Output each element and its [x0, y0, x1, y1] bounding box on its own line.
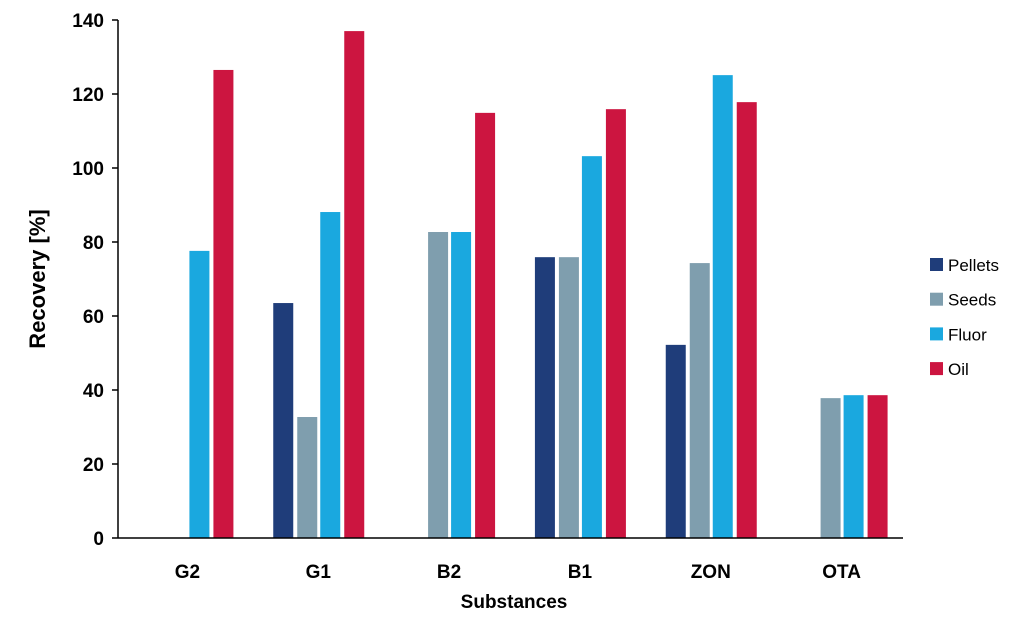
- legend-label-oil: Oil: [948, 360, 969, 379]
- bar-pellets-zon: [665, 344, 686, 538]
- bar-fluor-ota: [843, 395, 864, 538]
- legend-swatch-seeds: [930, 292, 943, 306]
- bar-oil-ota: [867, 395, 888, 538]
- y-tick-label: 80: [83, 233, 104, 254]
- x-axis-label: Substances: [461, 592, 568, 613]
- bar-oil-g1: [344, 31, 365, 538]
- bar-oil-b2: [475, 112, 496, 539]
- legend-swatch-pellets: [930, 258, 943, 271]
- legend: Pellets Seeds Fluor Oil: [930, 256, 999, 379]
- legend-label-seeds: Seeds: [948, 291, 996, 310]
- x-tick-label: B2: [437, 562, 461, 583]
- bar-seeds-ota: [820, 398, 841, 538]
- y-tick-label: 40: [83, 381, 104, 402]
- bar-oil-b1: [605, 109, 626, 539]
- bar-oil-zon: [736, 102, 757, 538]
- x-tick-label: B1: [568, 562, 593, 583]
- bar-seeds-b2: [428, 232, 449, 538]
- bar-seeds-zon: [689, 263, 710, 538]
- bar-fluor-b2: [451, 232, 472, 538]
- bar-pellets-b1: [534, 257, 555, 538]
- legend-label-pellets: Pellets: [948, 256, 999, 275]
- y-axis-label: Recovery [%]: [25, 209, 50, 348]
- y-tick-label: 140: [72, 11, 104, 32]
- x-tick-label: G1: [306, 562, 332, 583]
- bar-fluor-g1: [320, 212, 341, 538]
- x-ticks: G2 G1 B2 B1 ZON OTA: [175, 562, 861, 583]
- y-ticks: 0 20 40 60 80 100 120 140: [72, 11, 118, 550]
- y-tick-label: 100: [72, 159, 104, 180]
- bar-fluor-zon: [712, 75, 733, 538]
- y-tick-label: 120: [72, 85, 104, 106]
- x-tick-label: ZON: [691, 562, 731, 583]
- bars: [189, 31, 888, 539]
- y-tick-label: 0: [93, 529, 104, 550]
- bar-fluor-b1: [581, 156, 602, 538]
- x-tick-label: G2: [175, 562, 200, 583]
- bar-oil-g2: [213, 69, 234, 538]
- bar-seeds-b1: [558, 257, 579, 538]
- bar-fluor-g2: [189, 250, 210, 538]
- legend-swatch-oil: [930, 362, 943, 376]
- bar-seeds-g1: [297, 417, 318, 538]
- y-tick-label: 20: [83, 455, 104, 476]
- y-tick-label: 60: [83, 307, 104, 328]
- bar-pellets-g1: [273, 303, 294, 538]
- legend-swatch-fluor: [930, 327, 943, 341]
- legend-label-fluor: Fluor: [948, 325, 987, 344]
- x-tick-label: OTA: [822, 562, 861, 583]
